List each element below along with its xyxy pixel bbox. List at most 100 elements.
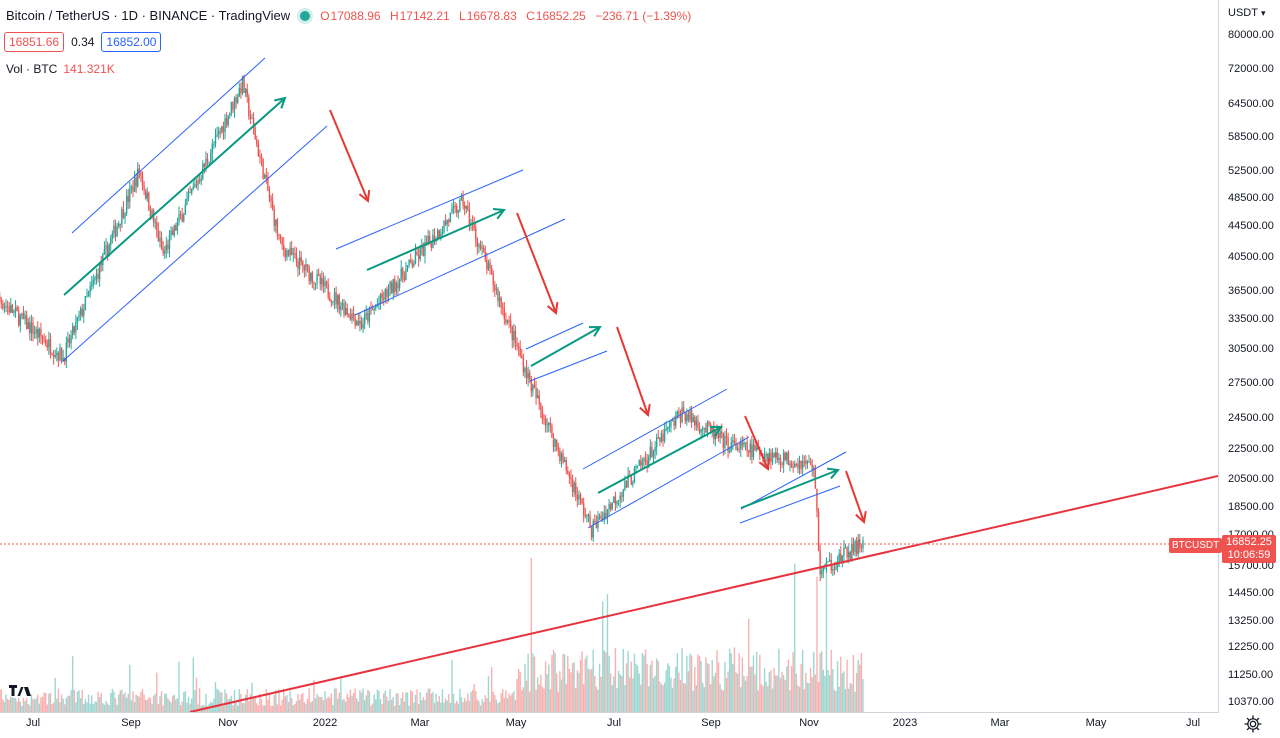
tradingview-logo[interactable]: [7, 682, 33, 698]
price-tick: 22500.00: [1228, 443, 1274, 455]
volume-value: 141.321K: [63, 62, 114, 76]
candle-body: [443, 221, 444, 232]
volume-bar: [556, 673, 557, 712]
gear-icon[interactable]: [1243, 714, 1263, 734]
currency-selector[interactable]: USDT: [1228, 7, 1265, 19]
volume-bar: [829, 675, 830, 712]
candle-body: [194, 184, 195, 187]
volume-bar: [42, 697, 43, 712]
volume-bar: [231, 696, 232, 712]
price-tick: 58500.00: [1228, 131, 1274, 143]
volume-bar: [104, 705, 105, 712]
candle-body: [164, 251, 165, 253]
volume-bar: [28, 704, 29, 712]
candle-body: [710, 424, 711, 431]
volume-bar: [723, 690, 724, 712]
price-chart[interactable]: [0, 0, 1218, 712]
candle-body: [750, 444, 751, 453]
candle-body: [845, 548, 846, 549]
volume-bar: [142, 689, 143, 712]
time-tick: Nov: [799, 717, 819, 729]
volume-bar: [751, 666, 752, 712]
volume-bar: [213, 699, 214, 712]
volume-bar: [821, 651, 822, 712]
candle-body: [143, 186, 144, 191]
high-label: H: [390, 9, 399, 23]
candle-body: [16, 307, 17, 311]
candle-body: [75, 322, 76, 332]
volume-bar: [653, 678, 654, 712]
volume-bar: [456, 701, 457, 712]
sell-button[interactable]: 16851.66: [4, 32, 64, 52]
candle-body: [77, 318, 78, 323]
volume-bar: [139, 697, 140, 712]
candle-body: [773, 453, 774, 458]
volume-bar: [191, 699, 192, 712]
candle-body: [312, 273, 313, 283]
candle-body: [691, 410, 692, 422]
volume-bar: [626, 663, 627, 712]
candle-body: [161, 238, 162, 249]
uptrend-arrow: [367, 210, 504, 270]
volume-bar: [834, 690, 835, 712]
candle-body: [354, 317, 355, 325]
volume-bar: [132, 691, 133, 712]
volume-bar: [69, 696, 70, 712]
candle-body: [34, 333, 35, 334]
candle-body: [210, 154, 211, 162]
volume-bar: [651, 661, 652, 712]
volume-bar: [635, 664, 636, 712]
candle-body: [220, 131, 221, 132]
candle-body: [350, 315, 351, 320]
symbol-title[interactable]: Bitcoin / TetherUS · 1D · BINANCE · Trad…: [6, 8, 290, 23]
candle-body: [10, 305, 11, 312]
buy-button[interactable]: 16852.00: [101, 32, 161, 52]
candle-body: [150, 210, 151, 216]
candle-body: [140, 173, 141, 177]
volume-bar: [148, 697, 149, 712]
open-label: O: [320, 9, 329, 23]
volume-bar: [840, 657, 841, 712]
candle-body: [416, 252, 417, 255]
volume-bar: [353, 693, 354, 712]
volume-bar: [559, 671, 560, 712]
volume-bar: [683, 683, 684, 712]
volume-bar: [819, 653, 820, 712]
volume-bar: [767, 686, 768, 712]
candle-body: [727, 438, 728, 453]
volume-bar: [669, 666, 670, 712]
candle-body: [678, 412, 679, 414]
volume-bar: [612, 685, 613, 712]
volume-bar: [848, 689, 849, 712]
volume-bar: [627, 651, 628, 712]
candle-body: [99, 263, 100, 279]
candle-body: [580, 495, 581, 499]
volume-bar: [785, 680, 786, 712]
candle-body: [489, 263, 490, 268]
candle-body: [15, 307, 16, 310]
candle-body: [699, 427, 700, 432]
market-status-dot-icon[interactable]: [300, 11, 310, 21]
candle-body: [420, 248, 421, 259]
candle-body: [104, 249, 105, 254]
candle-body: [442, 232, 443, 234]
volume-bar: [837, 661, 838, 712]
volume-bar: [189, 704, 190, 712]
volume-bar: [96, 702, 97, 712]
candle-body: [278, 234, 279, 236]
volume-bar: [554, 653, 555, 712]
volume-bar: [721, 689, 722, 712]
candle-body: [251, 118, 252, 119]
volume-bar: [361, 693, 362, 712]
volume-bar: [642, 653, 643, 712]
candle-body: [67, 338, 68, 343]
volume-bar: [564, 654, 565, 712]
volume-bar: [181, 702, 182, 712]
candle-body: [437, 230, 438, 238]
volume-bar: [413, 702, 414, 712]
volume-bar: [2, 699, 3, 712]
candle-body: [559, 450, 560, 461]
candle-body: [534, 385, 535, 389]
volume-bar: [318, 697, 319, 712]
